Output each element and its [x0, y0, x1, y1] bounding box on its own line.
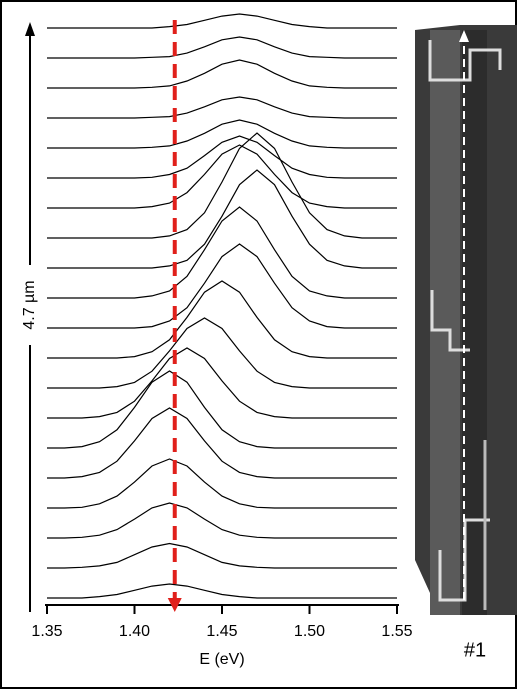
spectrum	[47, 280, 397, 359]
spectrum	[47, 119, 397, 149]
x-tick-label: 1.45	[206, 623, 237, 640]
sem-image	[415, 25, 517, 615]
spectrum	[47, 370, 397, 449]
spectrum	[47, 36, 397, 59]
spectrum	[47, 502, 397, 539]
spectrum	[47, 206, 397, 299]
spectrum	[47, 347, 397, 419]
x-tick-label: 1.35	[31, 623, 62, 640]
marker-head	[167, 598, 182, 612]
x-label: E (eV)	[199, 651, 244, 668]
x-tick-label: 1.50	[294, 623, 325, 640]
spectrum	[47, 542, 397, 569]
y-arrow-head	[25, 22, 35, 36]
spectrum	[47, 132, 397, 239]
spectrum	[47, 13, 397, 29]
spectrum	[47, 243, 397, 329]
spectrum	[47, 59, 397, 89]
panel-label: #1	[464, 639, 486, 661]
y-label: 4.7 µm	[21, 280, 38, 329]
spectrum	[47, 407, 397, 479]
spectrum	[47, 144, 397, 209]
spectrum	[47, 96, 397, 119]
x-tick-label: 1.40	[119, 623, 150, 640]
spectrum	[47, 317, 397, 389]
label-bg	[18, 265, 42, 345]
spectrum	[47, 169, 397, 269]
spectrum	[47, 583, 397, 599]
spectrum	[47, 135, 397, 179]
x-tick-label: 1.55	[381, 623, 412, 640]
spectrum	[47, 458, 397, 509]
